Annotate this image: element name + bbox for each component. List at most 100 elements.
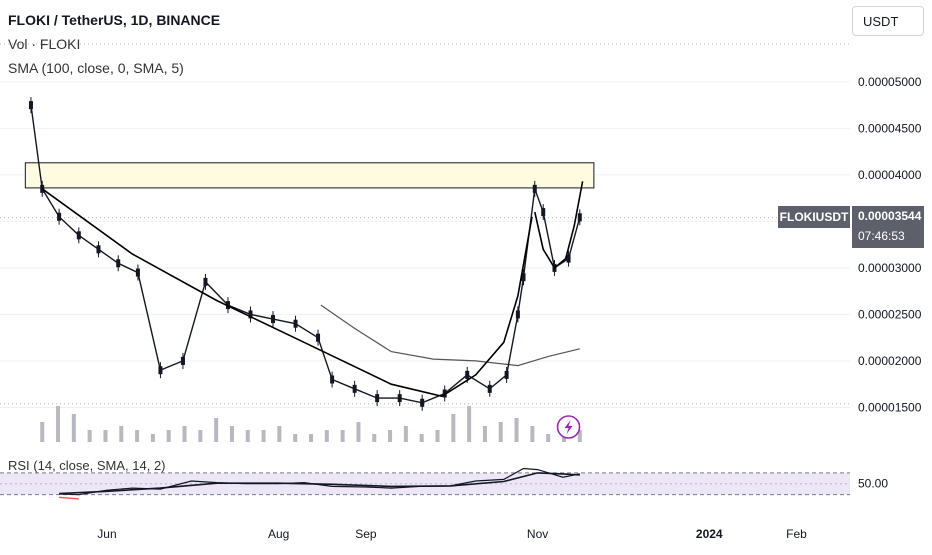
x-tick-label: 2024 [696, 527, 723, 541]
price-candle [316, 333, 321, 342]
y-tick-label: 0.00004500 [858, 121, 922, 135]
price-candle [420, 398, 425, 407]
y-tick-label: 0.00003000 [858, 261, 922, 275]
sma-legend[interactable]: SMA (100, close, 0, SMA, 5) [8, 60, 184, 76]
volume-bar [324, 430, 329, 442]
volume-bar [150, 434, 155, 442]
volume-bar [56, 406, 61, 442]
price-candle [521, 273, 526, 282]
rsi-legend[interactable]: RSI (14, close, SMA, 14, 2) [8, 458, 166, 473]
volume-bar [166, 430, 171, 442]
price-candle [116, 259, 121, 268]
handle-path [534, 181, 584, 270]
y-tick-label: 0.00002000 [858, 354, 922, 368]
last-price: 0.00003544 [858, 209, 922, 223]
price-candle [293, 319, 298, 328]
volume-bar [119, 426, 124, 442]
y-tick-label: 0.00001500 [858, 400, 922, 414]
volume-bar [435, 430, 440, 442]
price-candle [375, 394, 380, 403]
cup-path [41, 188, 533, 398]
x-tick-label: Aug [268, 527, 289, 541]
sma-line [320, 304, 580, 367]
volume-bar [103, 430, 108, 442]
x-tick-label: Nov [527, 527, 548, 541]
resistance-zone [24, 162, 595, 189]
volume-legend[interactable]: Vol · FLOKI [8, 36, 81, 52]
volume-bar [372, 434, 377, 442]
price-candle [465, 370, 470, 379]
volume-bar [451, 414, 456, 442]
price-candle [203, 277, 208, 286]
rsi-ma-path [59, 472, 580, 495]
price-candle [96, 245, 101, 254]
price-candle [57, 212, 62, 221]
sma-path [320, 304, 580, 367]
price-candle [487, 384, 492, 393]
last-price-box: 0.00003544 07:46:53 [852, 206, 924, 248]
x-tick-label: Feb [786, 527, 807, 541]
price-candle [135, 268, 140, 277]
grid [0, 43, 850, 408]
volume-bar [245, 430, 250, 442]
x-tick-label: Sep [355, 527, 377, 541]
volume-bar [403, 426, 408, 442]
rsi-pane: 50.00 [0, 467, 888, 500]
price-candle [76, 231, 81, 240]
volume-bars [40, 406, 582, 442]
volume-bar [87, 430, 92, 442]
price-candle [180, 356, 185, 365]
volume-bar [198, 430, 203, 442]
volume-bar [277, 426, 282, 442]
volume-bar [546, 434, 551, 442]
resistance-zone-box [24, 162, 595, 189]
price-candle [504, 370, 509, 379]
y-tick-label: 0.00002500 [858, 307, 922, 321]
volume-bar [71, 414, 76, 442]
volume-bar [40, 422, 45, 442]
price-axis[interactable]: 0.00001500 0.00002000 0.00002500 0.00003000… [858, 75, 922, 415]
price-candle [28, 101, 33, 110]
price-candle [397, 394, 402, 403]
volume-bar [340, 430, 345, 442]
volume-bar [182, 426, 187, 442]
volume-bar [229, 426, 234, 442]
volume-bar [467, 406, 472, 442]
icons [556, 415, 581, 439]
y-tick-label: 0.00004000 [858, 168, 922, 182]
symbol-tag: FLOKIUSDT [778, 206, 850, 228]
cup-curve [41, 181, 584, 398]
volume-bar [498, 422, 503, 442]
price-candle [352, 384, 357, 393]
y-tick-label: 0.00005000 [858, 75, 922, 89]
volume-bar [214, 418, 219, 442]
price-candle [566, 254, 571, 263]
price-candle [330, 375, 335, 384]
volume-bar [388, 430, 393, 442]
volume-bar [135, 430, 140, 442]
price-path [30, 105, 581, 404]
volume-bar [293, 434, 298, 442]
price-candle [541, 208, 546, 217]
rsi-tick-label: 50.00 [858, 477, 888, 491]
bar-countdown: 07:46:53 [858, 229, 905, 243]
volume-bar [482, 426, 487, 442]
currency-button[interactable]: USDT [852, 6, 924, 36]
volume-bar [577, 430, 582, 442]
volume-bar [514, 418, 519, 442]
volume-bar [419, 434, 424, 442]
price-candle [515, 310, 520, 319]
volume-bar [261, 430, 266, 442]
price-candle [442, 389, 447, 398]
price-candle [158, 366, 163, 375]
price-candle [271, 315, 276, 324]
volume-bar [530, 426, 535, 442]
price-series [28, 97, 582, 411]
chart-title: FLOKI / TetherUS, 1D, BINANCE [8, 12, 221, 28]
time-axis[interactable]: Jun Aug Sep Nov 2024 Feb [97, 527, 807, 541]
price-candle [577, 213, 582, 222]
price-candle [248, 310, 253, 319]
rsi-oversold-mark [59, 496, 79, 500]
